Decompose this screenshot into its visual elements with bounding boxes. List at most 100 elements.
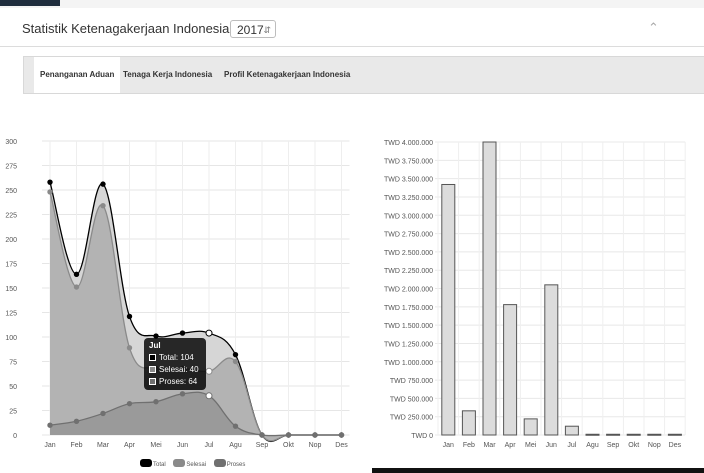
y-tick-label: TWD 2.500.000 bbox=[384, 250, 433, 257]
bar bbox=[544, 284, 559, 436]
y-tick-label: 250 bbox=[5, 188, 17, 195]
y-tick-label: TWD 4.000.000 bbox=[384, 140, 433, 147]
x-tick-label: Okt bbox=[283, 442, 294, 449]
legend-item-total[interactable]: Total bbox=[140, 459, 166, 468]
chart-legend: Total Selesai Proses bbox=[140, 459, 251, 468]
legend-swatch bbox=[140, 459, 152, 467]
data-point bbox=[126, 345, 133, 351]
data-point bbox=[232, 423, 239, 429]
legend-swatch bbox=[213, 459, 226, 467]
y-tick-label: TWD 3.750.000 bbox=[384, 158, 433, 165]
y-tick-label: TWD 3.250.000 bbox=[384, 195, 433, 202]
tooltip-swatch bbox=[149, 366, 156, 373]
bar bbox=[461, 410, 476, 436]
bar bbox=[482, 141, 497, 436]
data-point bbox=[285, 432, 292, 438]
legend-label: Total bbox=[153, 462, 166, 468]
data-point bbox=[232, 351, 239, 358]
data-point bbox=[179, 330, 186, 336]
panel-title: Statistik Ketenagakerjaan Indonesia bbox=[22, 21, 230, 36]
twd-bar-chart: TWD 0 TWD 250.000 TWD 500.000 TWD 750.000 TW… bbox=[384, 140, 686, 449]
tooltip-row-proses: Proses: 64 bbox=[149, 377, 197, 387]
tab-label: Profil Ketenagakerjaan Indonesia bbox=[224, 70, 351, 79]
y-tick-label: TWD 0 bbox=[411, 433, 433, 440]
x-tick-label: Feb bbox=[70, 442, 82, 449]
series-area bbox=[50, 392, 342, 436]
aduan-area-chart: 0 25 50 75 100 125 150 175 200 225 250 275 300 Jan Feb… bbox=[5, 139, 350, 449]
y-tick-label: 75 bbox=[9, 360, 17, 367]
select-arrows-icon: ⇵ bbox=[263, 25, 271, 35]
x-tick-label: Mar bbox=[97, 442, 110, 449]
x-tick-label: Agu bbox=[229, 442, 242, 449]
y-tick-label: TWD 1.500.000 bbox=[384, 323, 433, 330]
data-point bbox=[338, 432, 345, 438]
data-point bbox=[47, 422, 53, 428]
tooltip-title: Jul bbox=[149, 341, 161, 350]
y-tick-label: 50 bbox=[9, 384, 17, 391]
chart-tooltip: Jul Total: 104 Selesai: 40 Proses: 64 bbox=[144, 338, 206, 390]
legend-item-proses[interactable]: Proses bbox=[213, 459, 245, 468]
legend-label: Selesai bbox=[186, 462, 207, 468]
x-tick-label: Jun bbox=[546, 442, 557, 449]
y-tick-label: 225 bbox=[5, 213, 17, 220]
tab-label: Tenaga Kerja Indonesia bbox=[123, 70, 213, 79]
data-point bbox=[312, 432, 318, 438]
panel-header: Statistik Ketenagakerjaan Indonesia 2017… bbox=[0, 14, 704, 47]
data-point bbox=[73, 284, 80, 290]
bar bbox=[606, 433, 621, 436]
y-tick-label: 175 bbox=[5, 262, 17, 269]
data-point bbox=[100, 202, 106, 209]
year-select-value: 2017 bbox=[237, 23, 264, 37]
y-tick-label: TWD 500.000 bbox=[390, 396, 433, 403]
x-tick-label: Sep bbox=[607, 442, 620, 449]
tab-profil-ketenagakerjaan[interactable]: Profil Ketenagakerjaan Indonesia bbox=[218, 57, 356, 93]
y-tick-label: 0 bbox=[13, 433, 17, 440]
bottom-dark-bar bbox=[372, 468, 704, 473]
data-point bbox=[100, 410, 106, 417]
data-point bbox=[232, 358, 239, 365]
x-tick-label: Mei bbox=[525, 442, 537, 449]
y-tick-label: 100 bbox=[5, 335, 17, 342]
bar bbox=[523, 418, 538, 436]
x-tick-label: Nop bbox=[309, 442, 322, 449]
bar bbox=[441, 183, 456, 436]
tab-label: Penanganan Aduan bbox=[40, 70, 115, 79]
x-tick-label: Des bbox=[335, 442, 348, 449]
tab-tenaga-kerja-indonesia[interactable]: Tenaga Kerja Indonesia bbox=[117, 57, 218, 93]
y-tick-label: TWD 750.000 bbox=[390, 378, 433, 385]
data-point bbox=[47, 189, 53, 195]
y-tick-label: TWD 3.500.000 bbox=[384, 177, 433, 184]
y-tick-label: TWD 1.750.000 bbox=[384, 305, 433, 312]
data-point bbox=[47, 179, 53, 185]
y-tick-label: TWD 2.000.000 bbox=[384, 287, 433, 294]
x-tick-label: Des bbox=[669, 442, 682, 449]
x-tick-label: Nop bbox=[648, 442, 661, 449]
chevron-up-icon[interactable]: ⌃ bbox=[648, 20, 659, 35]
y-tick-label: TWD 250.000 bbox=[390, 415, 433, 422]
data-point bbox=[205, 329, 213, 337]
y-tick-label: 275 bbox=[5, 164, 17, 171]
x-tick-label: Apr bbox=[124, 442, 136, 449]
legend-swatch bbox=[173, 459, 186, 467]
y-tick-label: 150 bbox=[5, 286, 17, 293]
y-tick-label: TWD 1.000.000 bbox=[384, 360, 433, 367]
y-tick-label: 25 bbox=[9, 409, 17, 416]
year-select[interactable]: 2017 ⇵ bbox=[230, 20, 276, 38]
x-tick-label: Jul bbox=[567, 442, 576, 449]
bar bbox=[585, 433, 600, 436]
y-tick-label: TWD 1.250.000 bbox=[384, 341, 433, 348]
x-tick-label: Agu bbox=[586, 442, 599, 449]
x-tick-label: Mei bbox=[150, 442, 162, 449]
tab-penanganan-aduan[interactable]: Penanganan Aduan bbox=[34, 57, 121, 93]
x-tick-label: Apr bbox=[505, 442, 517, 449]
data-point bbox=[153, 398, 159, 405]
series-area bbox=[50, 191, 342, 441]
legend-item-selesai[interactable]: Selesai bbox=[173, 459, 206, 468]
tab-bar: Penanganan Aduan Tenaga Kerja Indonesia … bbox=[23, 56, 704, 94]
y-tick-label: 125 bbox=[5, 311, 17, 318]
x-tick-label: Mar bbox=[483, 442, 496, 449]
data-point bbox=[179, 391, 186, 397]
data-point bbox=[73, 271, 80, 277]
top-strip bbox=[0, 0, 704, 8]
data-point bbox=[126, 313, 133, 320]
